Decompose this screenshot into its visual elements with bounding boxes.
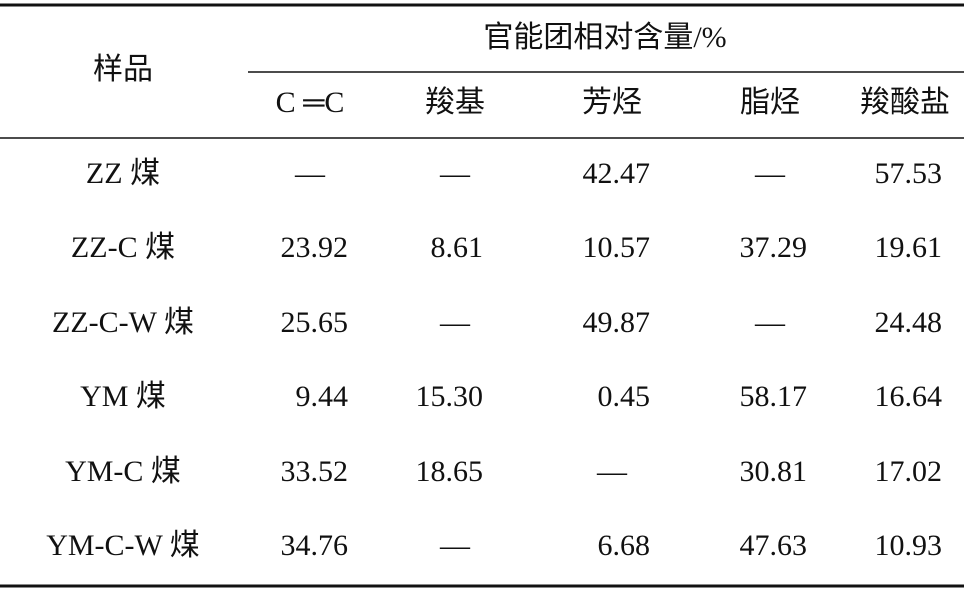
row-label: YM-C 煤 xyxy=(65,455,181,488)
column-header: C ═C xyxy=(276,86,345,119)
cell: 37.29 xyxy=(740,231,808,264)
stub-header: 样品 xyxy=(93,53,153,86)
cell: 58.17 xyxy=(740,380,808,413)
cell: 9.44 xyxy=(296,380,349,413)
cell: 10.57 xyxy=(583,231,651,264)
row-label: YM-C-W 煤 xyxy=(46,529,200,562)
cell: 42.47 xyxy=(583,157,651,190)
cell: 16.64 xyxy=(875,380,943,413)
column-header: 羧基 xyxy=(425,86,485,119)
cell: 23.92 xyxy=(281,231,349,264)
row-label: YM 煤 xyxy=(80,380,166,413)
cell: 19.61 xyxy=(875,231,943,264)
cell: — xyxy=(596,455,628,488)
cell: 57.53 xyxy=(875,157,943,190)
cell: 18.65 xyxy=(416,455,484,488)
row-label: ZZ 煤 xyxy=(86,157,160,190)
cell: 33.52 xyxy=(281,455,349,488)
cell: 24.48 xyxy=(875,306,943,339)
cell: — xyxy=(754,157,786,190)
cell: — xyxy=(754,306,786,339)
cell: 34.76 xyxy=(281,529,349,562)
cell: 47.63 xyxy=(740,529,808,562)
cell: 17.02 xyxy=(875,455,943,488)
cell: — xyxy=(439,529,471,562)
cell: 25.65 xyxy=(281,306,349,339)
cell: — xyxy=(439,157,471,190)
column-header: 脂烃 xyxy=(740,86,800,119)
column-header: 羧酸盐 xyxy=(860,86,950,119)
cell: 49.87 xyxy=(583,306,651,339)
cell: 8.61 xyxy=(431,231,484,264)
cell: 0.45 xyxy=(598,380,651,413)
row-label: ZZ-C-W 煤 xyxy=(52,306,194,339)
cell: 30.81 xyxy=(740,455,808,488)
cell: 10.93 xyxy=(875,529,943,562)
cell: 6.68 xyxy=(598,529,651,562)
row-label: ZZ-C 煤 xyxy=(71,231,175,264)
cell: — xyxy=(439,306,471,339)
cell: 15.30 xyxy=(416,380,484,413)
cell: — xyxy=(294,157,326,190)
column-header: 芳烃 xyxy=(582,86,642,119)
group-header: 官能团相对含量/% xyxy=(483,21,726,54)
